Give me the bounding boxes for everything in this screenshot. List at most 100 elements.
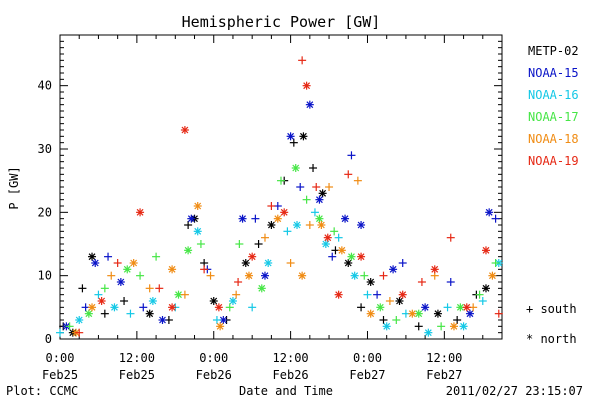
north-point	[84, 309, 93, 318]
north-point	[280, 208, 289, 217]
y-tick-label: 10	[38, 269, 52, 283]
legend: METP-02 NOAA-15 NOAA-16 NOAA-17 NOAA-18 NOAA-…	[528, 44, 579, 168]
south-point	[305, 221, 314, 229]
south-point	[446, 278, 455, 286]
north-point	[315, 214, 324, 223]
south-point	[373, 290, 382, 299]
north-point	[299, 132, 308, 141]
y-axis: 0 10 20 30 40	[38, 34, 502, 346]
footer-center: Date and Time	[239, 384, 333, 398]
north-point	[293, 221, 302, 229]
y-tick-label: 30	[38, 142, 52, 156]
south-point	[328, 252, 337, 261]
south-point	[414, 322, 423, 331]
north-point	[424, 328, 433, 337]
north-point	[398, 290, 407, 299]
south-point	[184, 221, 193, 229]
y-tick-label: 40	[38, 79, 52, 93]
south-point	[200, 265, 209, 274]
north-point	[148, 297, 157, 305]
south-point	[232, 290, 241, 299]
north-point	[449, 322, 458, 331]
chart-title: Hemispheric Power [GW]	[182, 13, 381, 31]
north-point	[91, 259, 100, 267]
plot-frame	[59, 34, 503, 340]
north-point	[366, 309, 375, 318]
north-point	[395, 297, 404, 305]
footer-left: Plot: CCMC	[6, 384, 78, 398]
north-point	[248, 252, 257, 261]
south-point	[180, 290, 189, 299]
x-tick-label-date: Feb25	[42, 368, 78, 382]
legend-entry: METP-02	[528, 44, 579, 58]
north-point	[334, 290, 343, 299]
south-point	[392, 316, 401, 324]
north-point	[75, 316, 84, 324]
south-point	[298, 56, 307, 65]
south-point	[363, 290, 372, 299]
south-point	[206, 271, 215, 280]
north-point	[264, 259, 273, 267]
north-point	[123, 265, 132, 274]
south-point	[155, 284, 164, 293]
x-tick-label-time: 0:00	[353, 351, 382, 365]
data-points	[56, 56, 503, 337]
x-tick-label-date: Feb27	[426, 368, 462, 382]
north-point	[241, 259, 250, 267]
south-point	[334, 233, 343, 242]
south-point	[494, 309, 503, 318]
south-point	[248, 303, 257, 312]
north-point	[376, 303, 385, 312]
south-point	[286, 259, 295, 267]
x-tick-label-time: 12:00	[273, 351, 309, 365]
south-point	[417, 278, 426, 286]
north-point	[481, 284, 490, 293]
south-point	[325, 183, 334, 191]
south-point	[309, 164, 318, 172]
south-point	[113, 259, 122, 267]
north-point	[305, 100, 314, 109]
north-point	[318, 189, 327, 198]
south-point	[65, 322, 74, 331]
south-point	[344, 170, 353, 179]
south-point	[443, 303, 452, 312]
south-point	[302, 195, 311, 204]
north-point	[145, 309, 154, 318]
south-point	[277, 176, 285, 185]
north-point	[481, 246, 490, 255]
north-point	[209, 297, 218, 305]
north-point	[382, 322, 391, 331]
south-point	[94, 290, 103, 299]
north-point	[187, 214, 196, 223]
south-point	[196, 240, 205, 248]
north-point	[389, 265, 398, 274]
marker-legend-entry: * north	[526, 332, 577, 346]
south-point	[491, 259, 500, 267]
south-point	[107, 271, 116, 280]
south-point	[437, 322, 446, 331]
north-point	[129, 259, 138, 267]
north-point	[302, 81, 311, 90]
north-point	[267, 221, 276, 229]
north-point	[110, 303, 119, 312]
x-axis: 0:00 Feb25 12:00 Feb25 0:00 Feb26 12:00 Feb26 0:…	[42, 35, 503, 382]
north-point	[337, 246, 346, 255]
south-point	[136, 271, 145, 280]
north-point	[214, 303, 223, 312]
south-point	[379, 316, 388, 324]
south-point	[104, 252, 113, 261]
south-point	[283, 227, 292, 236]
north-point	[88, 303, 97, 312]
x-tick-label-time: 12:00	[119, 351, 155, 365]
north-point	[421, 303, 430, 312]
north-point	[244, 271, 253, 280]
legend-entry: NOAA-18	[528, 132, 579, 146]
north-point	[216, 322, 225, 331]
north-point	[321, 240, 330, 248]
north-point	[357, 221, 366, 229]
north-point	[414, 309, 423, 318]
north-point	[317, 221, 326, 229]
north-point	[193, 227, 202, 236]
y-tick-label: 20	[38, 205, 52, 219]
